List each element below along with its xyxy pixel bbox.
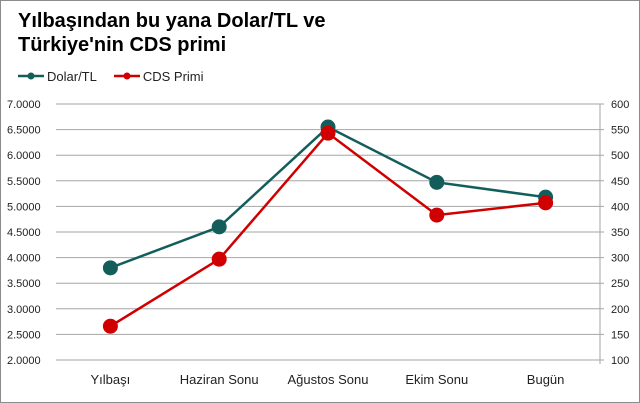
right-axis-tick-label: 350: [611, 227, 629, 239]
left-axis-tick-label: 5.5000: [7, 176, 41, 188]
data-point-marker-icon: [429, 174, 445, 190]
x-axis-label: Yılbaşı: [91, 372, 131, 387]
left-axis-tick-label: 3.0000: [7, 304, 41, 316]
data-point-marker-icon: [102, 318, 118, 334]
right-axis-tick-label: 250: [611, 278, 629, 290]
legend-item-cds: CDS Primi: [113, 69, 204, 84]
legend-label-dolar: Dolar/TL: [47, 68, 97, 84]
data-point-marker-icon: [538, 195, 554, 211]
data-point-marker-icon: [211, 251, 227, 267]
left-axis-tick-label: 4.0000: [7, 253, 41, 265]
left-axis-tick-label: 7.0000: [7, 99, 41, 111]
x-axis-labels: Yılbaşı Haziran Sonu Ağustos Sonu Ekim Sonu…: [91, 372, 565, 387]
series-line: [109, 131, 546, 328]
data-point-marker-icon: [429, 207, 445, 223]
left-axis-tick-label: 4.5000: [7, 227, 41, 239]
data-series: [102, 119, 554, 334]
chart-legend: Dolar/TL CDS Primi: [17, 67, 220, 85]
left-axis-tick-label: 3.5000: [7, 278, 41, 290]
data-point-marker-icon: [211, 219, 227, 235]
right-axis-tick-label: 600: [611, 99, 629, 111]
left-axis-tick-label: 5.0000: [7, 201, 41, 213]
right-axis-tick-label: 200: [611, 304, 629, 316]
chart-title: Yılbaşından bu yana Dolar/TL ve Türkiye'…: [18, 9, 518, 57]
left-axis-ticks: 2.0000 2.5000 3.0000 3.5000 4.0000 4.5000 5.00…: [7, 99, 41, 367]
right-axis-tick-label: 100: [611, 355, 629, 367]
x-axis-label: Ekim Sonu: [405, 372, 468, 387]
data-point-marker-icon: [320, 125, 336, 141]
right-axis-tick-label: 550: [611, 125, 629, 137]
left-axis-tick-label: 2.0000: [7, 355, 41, 367]
right-axis-tick-label: 450: [611, 176, 629, 188]
right-axis-tick-label: 300: [611, 253, 629, 265]
legend-label-cds: CDS Primi: [142, 68, 204, 84]
series-line: [109, 125, 546, 270]
legend-marker-dolar-icon: [18, 72, 44, 80]
left-axis-tick-label: 6.5000: [7, 125, 41, 137]
x-axis-label: Ağustos Sonu: [288, 372, 369, 387]
right-axis-tick-label: 400: [611, 201, 629, 213]
chart-title-line-2: Türkiye'nin CDS primi: [18, 34, 227, 56]
right-axis-ticks: 100 150 200 250 300 350 400 450 500 550 600: [611, 99, 629, 367]
x-axis-label: Haziran Sonu: [180, 372, 259, 387]
x-axis-label: Bugün: [527, 372, 565, 387]
legend-item-dolar: Dolar/TL: [17, 69, 97, 84]
right-axis-tick-label: 500: [611, 150, 629, 162]
chart-title-line-1: Yılbaşından bu yana Dolar/TL ve: [18, 10, 326, 32]
data-point-marker-icon: [102, 260, 118, 276]
legend-marker-cds-icon: [113, 72, 140, 80]
gridlines: [56, 103, 604, 361]
left-axis-tick-label: 6.0000: [7, 150, 41, 162]
left-axis-tick-label: 2.5000: [7, 329, 41, 341]
right-axis-tick-label: 150: [611, 329, 629, 341]
